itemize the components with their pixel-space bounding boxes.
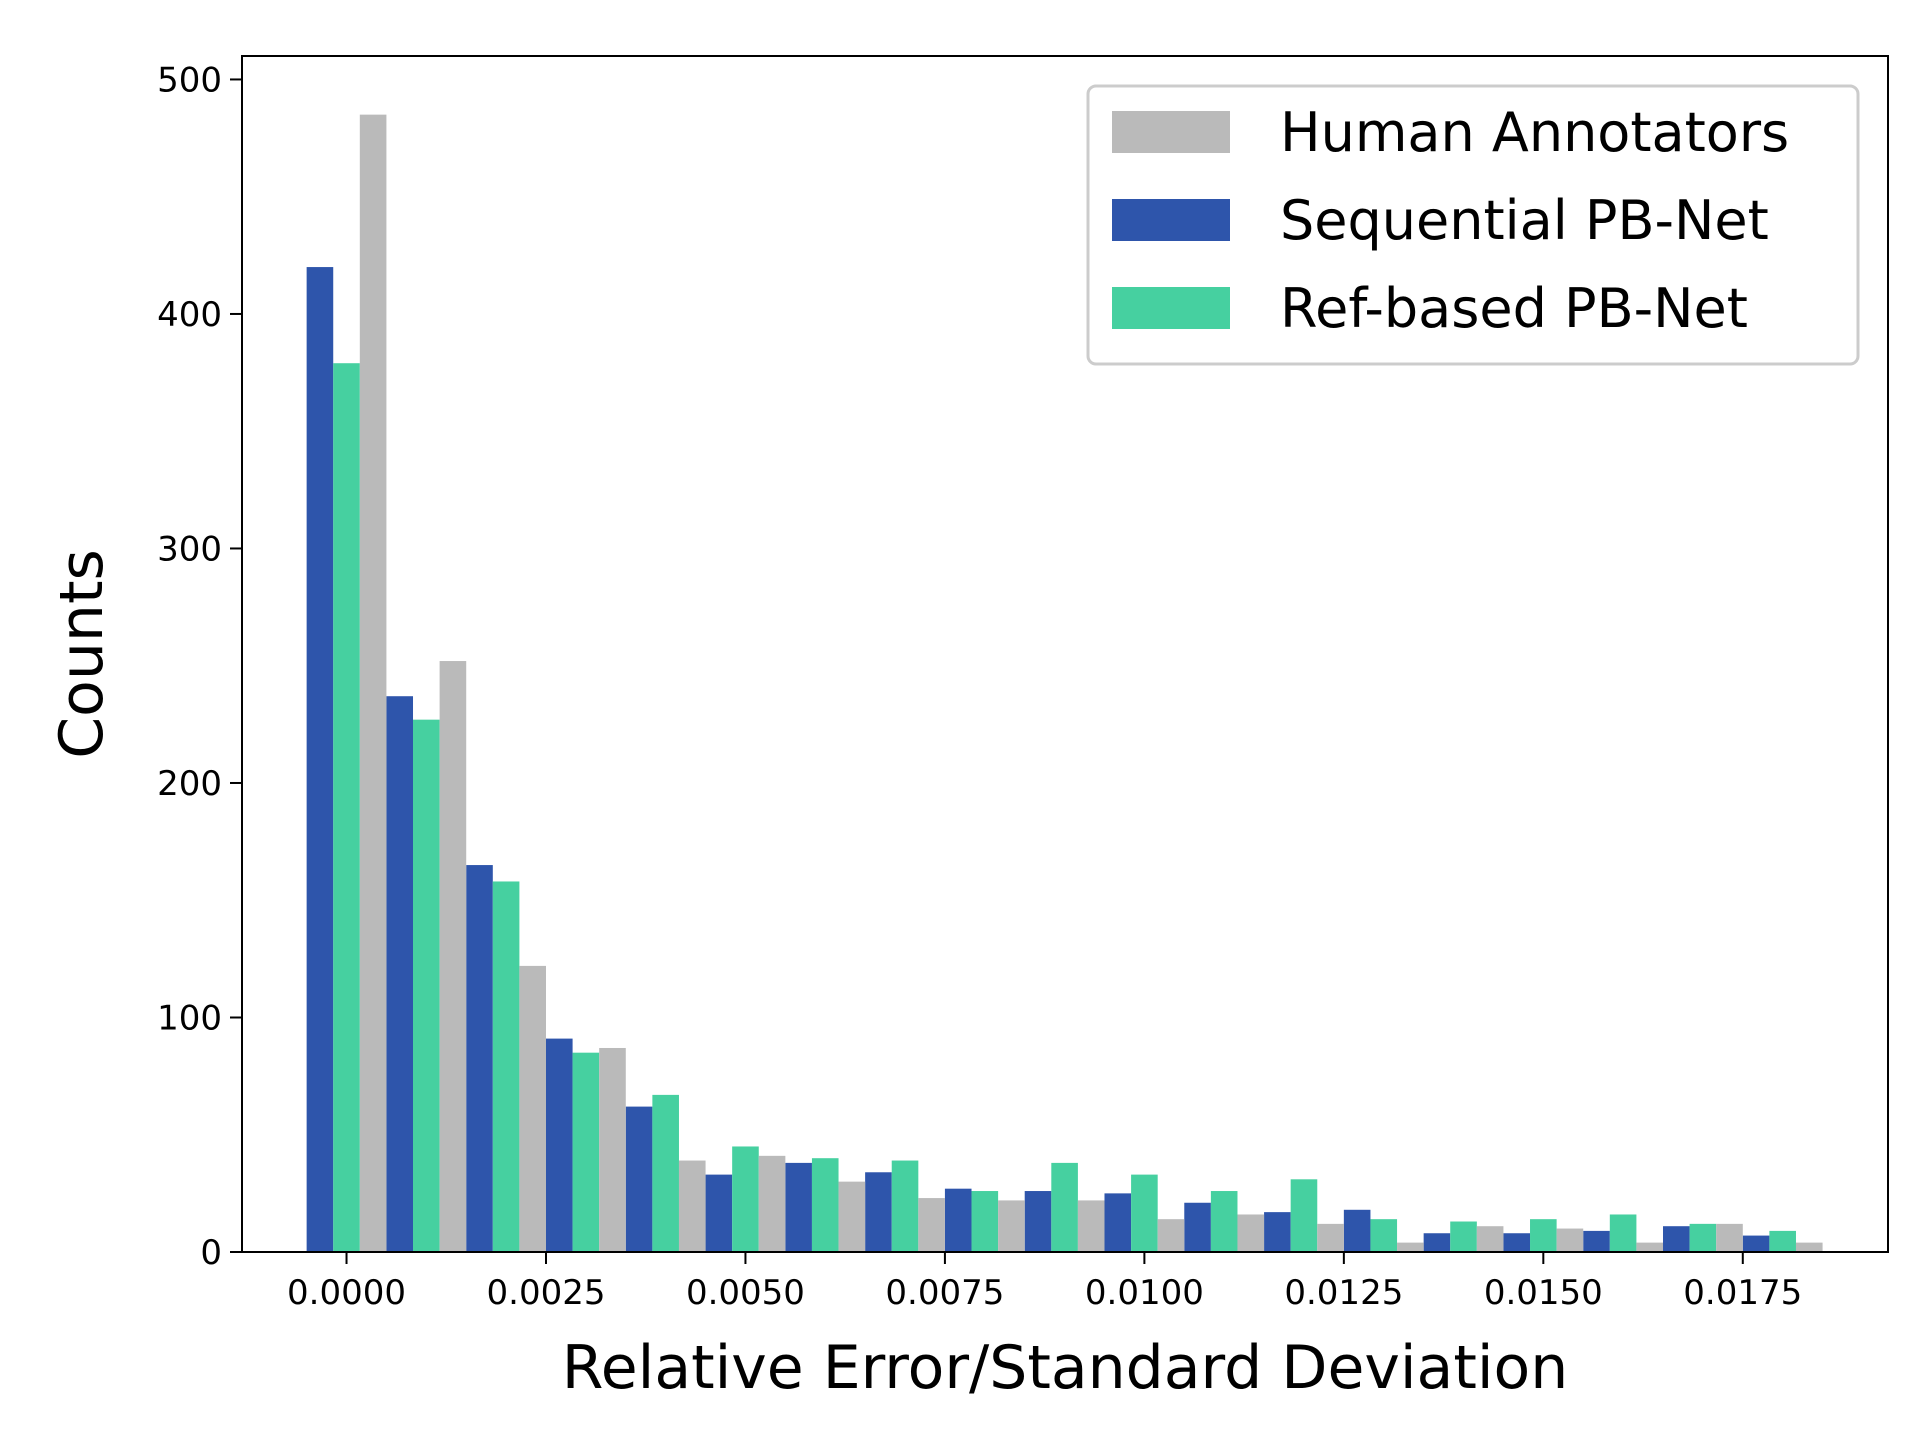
bar-ref-based-pb-net-12 [1290, 1179, 1318, 1252]
bars-layer [306, 114, 1823, 1253]
bar-ref-based-pb-net-14 [1450, 1221, 1477, 1252]
bar-sequential-pb-net-5 [705, 1174, 733, 1252]
bar-human-annotators-16 [1636, 1242, 1664, 1252]
bar-ref-based-pb-net-5 [732, 1146, 759, 1252]
x-tick-label-4: 0.0100 [1085, 1273, 1204, 1313]
bar-human-annotators-15 [1556, 1228, 1584, 1252]
x-tick-label-0: 0.0000 [287, 1273, 406, 1313]
bar-ref-based-pb-net-1 [413, 719, 440, 1252]
bar-ref-based-pb-net-9 [1051, 1162, 1078, 1252]
x-tick-label-7: 0.0175 [1683, 1273, 1802, 1313]
x-tick-label-6: 0.0150 [1484, 1273, 1603, 1313]
x-tick-label-1: 0.0025 [487, 1273, 606, 1313]
bar-sequential-pb-net-16 [1583, 1230, 1610, 1252]
bar-ref-based-pb-net-18 [1769, 1230, 1796, 1252]
x-axis-label: Relative Error/Standard Deviation [562, 1333, 1569, 1403]
bar-human-annotators-18 [1795, 1242, 1823, 1252]
bar-human-annotators-7 [918, 1198, 945, 1252]
bar-human-annotators-6 [838, 1181, 866, 1252]
y-tick-label-4: 400 [157, 295, 222, 335]
bar-human-annotators-2 [519, 965, 546, 1252]
legend: Human Annotators Sequential PB-Net Ref-bas… [1086, 84, 1860, 366]
bar-human-annotators-4 [678, 1160, 706, 1252]
bar-sequential-pb-net-0 [306, 267, 334, 1252]
bar-ref-based-pb-net-11 [1210, 1191, 1238, 1252]
bar-human-annotators-9 [1077, 1200, 1105, 1252]
bar-ref-based-pb-net-17 [1689, 1223, 1717, 1252]
bar-ref-based-pb-net-6 [811, 1158, 839, 1252]
bar-sequential-pb-net-14 [1423, 1233, 1451, 1252]
y-tick-label-3: 300 [157, 529, 222, 569]
bar-ref-based-pb-net-4 [652, 1094, 679, 1252]
bar-sequential-pb-net-17 [1663, 1226, 1690, 1252]
bar-ref-based-pb-net-15 [1530, 1219, 1557, 1252]
bar-ref-based-pb-net-0 [333, 363, 360, 1253]
bar-human-annotators-10 [1157, 1219, 1185, 1252]
bar-sequential-pb-net-3 [545, 1038, 573, 1252]
legend-label-human-annotators: Human Annotators [1280, 101, 1789, 164]
bar-sequential-pb-net-12 [1264, 1212, 1291, 1252]
bar-human-annotators-12 [1317, 1223, 1344, 1252]
bar-sequential-pb-net-1 [386, 696, 414, 1252]
y-axis: 0 100 200 300 400 500 [157, 60, 242, 1273]
x-tick-label-3: 0.0075 [885, 1273, 1004, 1313]
bar-human-annotators-14 [1476, 1226, 1504, 1252]
y-axis-label: Counts [47, 549, 117, 758]
bar-sequential-pb-net-15 [1503, 1233, 1531, 1252]
bar-sequential-pb-net-4 [625, 1106, 653, 1252]
bar-ref-based-pb-net-8 [971, 1191, 999, 1252]
bar-sequential-pb-net-2 [466, 865, 493, 1252]
legend-frame [1086, 84, 1860, 366]
bar-human-annotators-1 [439, 661, 467, 1252]
y-tick-label-0: 0 [200, 1233, 222, 1273]
bar-sequential-pb-net-8 [944, 1188, 972, 1252]
bar-sequential-pb-net-13 [1343, 1209, 1371, 1252]
legend-swatch-sequential-pb-net [1112, 199, 1230, 241]
bar-sequential-pb-net-6 [785, 1162, 812, 1252]
bar-sequential-pb-net-9 [1024, 1191, 1052, 1252]
bar-human-annotators-11 [1237, 1214, 1265, 1252]
bar-ref-based-pb-net-10 [1131, 1174, 1158, 1252]
legend-swatch-human-annotators [1112, 111, 1230, 153]
bar-ref-based-pb-net-2 [492, 881, 520, 1252]
bar-sequential-pb-net-10 [1104, 1193, 1132, 1252]
x-tick-label-5: 0.0125 [1284, 1273, 1403, 1313]
bar-human-annotators-17 [1716, 1223, 1743, 1252]
legend-label-sequential-pb-net: Sequential PB-Net [1280, 189, 1769, 252]
y-tick-label-5: 500 [157, 60, 222, 100]
bar-human-annotators-5 [758, 1155, 786, 1252]
bar-sequential-pb-net-18 [1742, 1235, 1770, 1252]
x-tick-label-2: 0.0050 [686, 1273, 805, 1313]
bar-ref-based-pb-net-16 [1609, 1214, 1637, 1252]
legend-swatch-ref-based-pb-net [1112, 287, 1230, 329]
y-tick-label-1: 100 [157, 998, 222, 1038]
bar-ref-based-pb-net-7 [891, 1160, 919, 1252]
y-tick-label-2: 200 [157, 764, 222, 804]
bar-ref-based-pb-net-3 [572, 1052, 600, 1252]
x-axis: 0.0000 0.0025 0.0050 0.0075 0.0100 0.0125 0.01… [287, 1252, 1802, 1313]
bar-sequential-pb-net-7 [865, 1172, 892, 1252]
bar-human-annotators-0 [359, 114, 387, 1252]
bar-human-annotators-8 [998, 1200, 1025, 1252]
bar-sequential-pb-net-11 [1184, 1202, 1211, 1252]
bar-human-annotators-13 [1397, 1242, 1424, 1252]
bar-human-annotators-3 [599, 1047, 626, 1252]
bar-ref-based-pb-net-13 [1370, 1219, 1398, 1252]
plot-frame [241, 55, 1889, 1253]
legend-label-ref-based-pb-net: Ref-based PB-Net [1280, 277, 1748, 340]
